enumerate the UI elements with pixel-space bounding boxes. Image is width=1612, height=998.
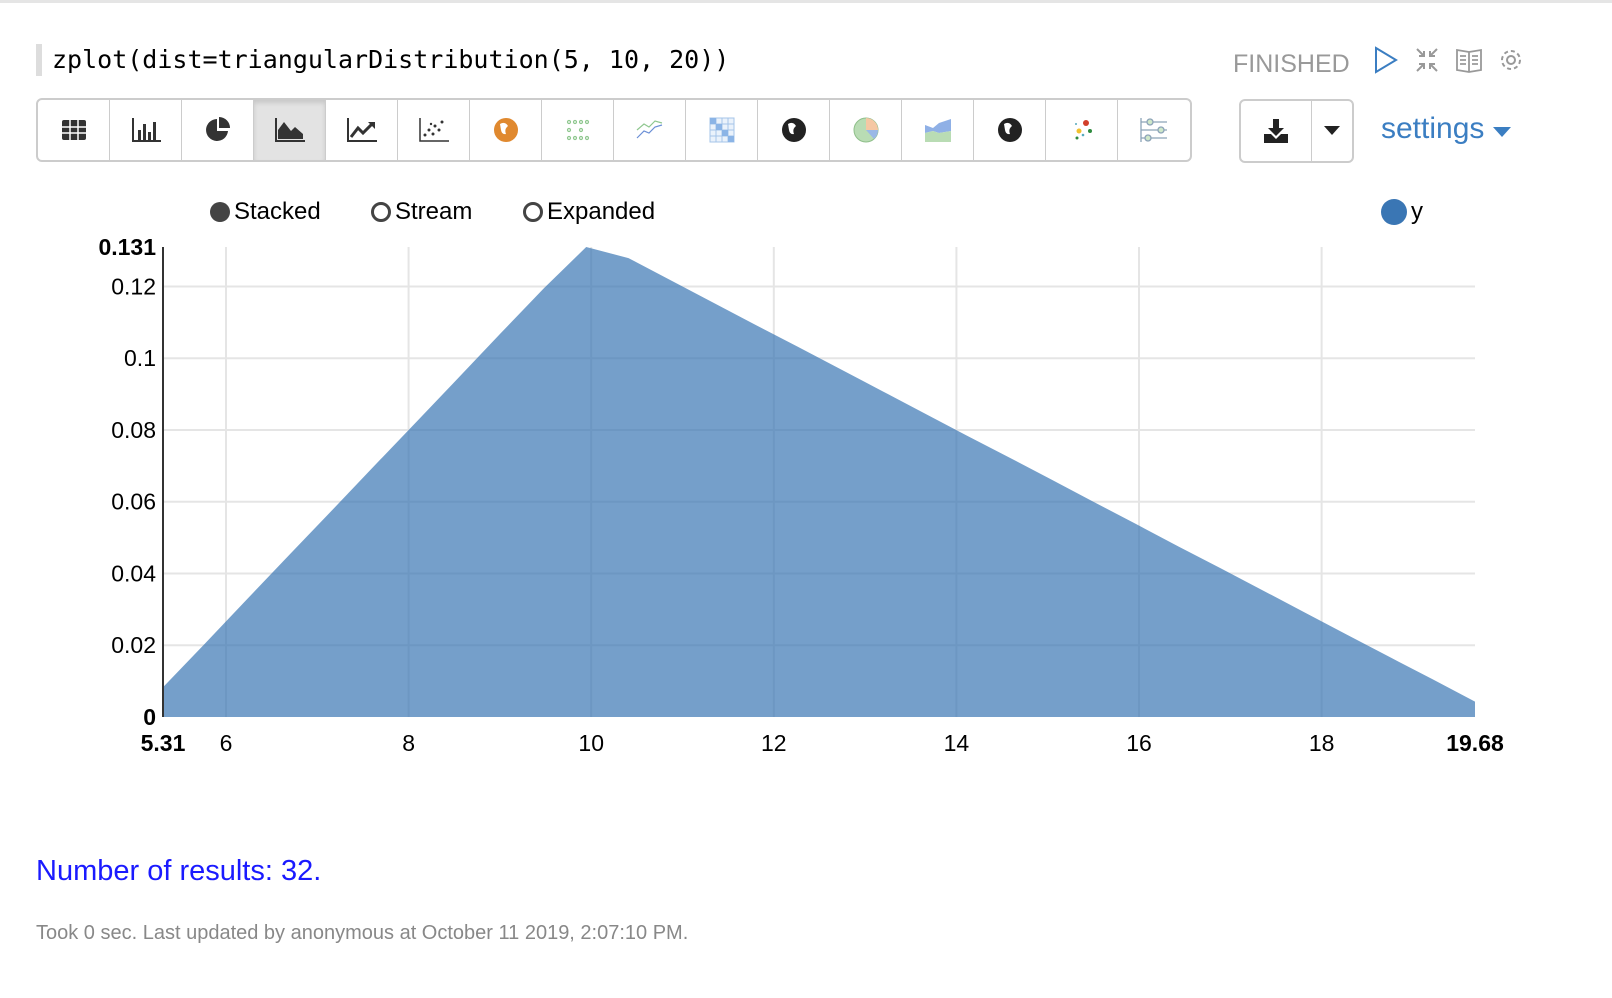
x-tick-label: 12 (761, 730, 787, 756)
paragraph-code[interactable]: zplot(dist=triangularDistribution(5, 10,… (36, 44, 729, 76)
run-icon[interactable] (1373, 46, 1399, 81)
y-tick-label: 0.1 (124, 345, 156, 371)
status-label: FINISHED (1233, 50, 1350, 78)
stacked-area-button[interactable] (902, 100, 974, 160)
x-tick-label: 10 (578, 730, 604, 756)
footer-status: Took 0 sec. Last updated by anonymous at… (36, 922, 689, 944)
top-border (0, 0, 1612, 3)
mode-stream[interactable]: Stream (371, 198, 472, 226)
globe-2-button[interactable] (974, 100, 1046, 160)
mode-stacked[interactable]: Stacked (210, 198, 321, 226)
book-icon[interactable] (1455, 46, 1483, 81)
x-tick-label: 18 (1309, 730, 1335, 756)
download-group (1239, 99, 1354, 163)
pie-button[interactable] (830, 100, 902, 160)
y-tick-label: 0.04 (111, 560, 156, 586)
collapse-icon[interactable] (1414, 46, 1440, 81)
settings-label: settings (1381, 112, 1485, 145)
y-tick-label: 0.12 (111, 273, 156, 299)
area-series-y (163, 247, 1475, 717)
bubble-button[interactable] (1046, 100, 1118, 160)
table-button[interactable] (38, 100, 110, 160)
x-tick-label: 6 (220, 730, 233, 756)
x-tick-label: 19.68 (1446, 730, 1504, 756)
gear-icon[interactable] (1497, 46, 1525, 81)
radio-empty-icon (523, 202, 543, 222)
multi-line-chart-button[interactable] (614, 100, 686, 160)
series-color-dot (1381, 199, 1407, 225)
download-dropdown-button[interactable] (1312, 101, 1352, 161)
x-tick-label: 8 (402, 730, 415, 756)
heatmap-button[interactable] (542, 100, 614, 160)
y-tick-label: 0.06 (111, 489, 156, 515)
line-chart-button[interactable] (326, 100, 398, 160)
map-button[interactable] (470, 100, 542, 160)
download-button[interactable] (1241, 101, 1312, 161)
y-tick-label: 0.08 (111, 417, 156, 443)
caret-down-icon (1492, 127, 1511, 137)
results-count: Number of results: 32. (36, 855, 322, 887)
series-label: y (1411, 198, 1423, 225)
pie-chart-button[interactable] (182, 100, 254, 160)
x-tick-label: 14 (944, 730, 970, 756)
mode-expanded[interactable]: Expanded (523, 198, 655, 226)
settings-dropdown[interactable]: settings (1381, 112, 1511, 146)
globe-button[interactable] (758, 100, 830, 160)
radio-filled-icon (210, 202, 230, 222)
sliders-button[interactable] (1118, 100, 1190, 160)
y-tick-label: 0.02 (111, 632, 156, 658)
mode-label: Expanded (547, 198, 656, 225)
mode-label: Stream (395, 198, 473, 225)
matrix-button[interactable] (686, 100, 758, 160)
bar-chart-button[interactable] (110, 100, 182, 160)
download-icon (1264, 119, 1288, 143)
x-tick-label: 16 (1126, 730, 1152, 756)
y-tick-label: 0.131 (98, 234, 156, 260)
y-tick-label: 0 (143, 704, 156, 730)
legend-series-y[interactable]: y (1381, 198, 1423, 226)
area-chart-button[interactable] (254, 100, 326, 160)
radio-empty-icon (371, 202, 391, 222)
mode-label: Stacked (234, 198, 321, 225)
area-chart: 0 0.02 0.04 0.06 0.08 0.1 0.12 0.131 5.31 6 8 10 12 1… (98, 234, 1504, 756)
chart-type-toolbar (36, 98, 1192, 162)
scatter-chart-button[interactable] (398, 100, 470, 160)
caret-down-icon (1324, 126, 1340, 135)
x-tick-label: 5.31 (141, 730, 186, 756)
